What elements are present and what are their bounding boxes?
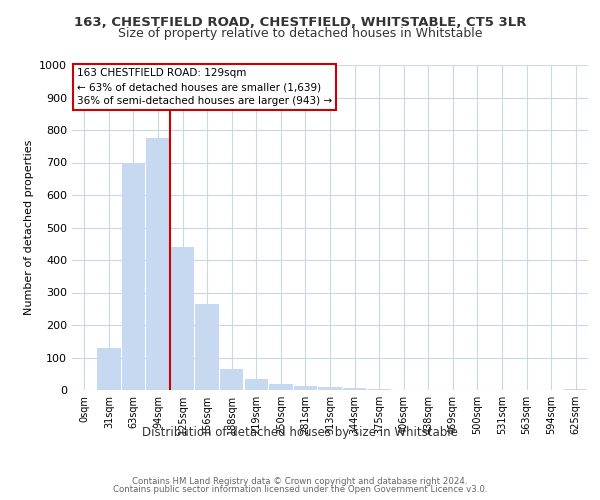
Text: Contains public sector information licensed under the Open Government Licence v3: Contains public sector information licen… [113, 485, 487, 494]
Text: Distribution of detached houses by size in Whitstable: Distribution of detached houses by size … [142, 426, 458, 439]
Bar [171, 247, 194, 390]
Bar [97, 348, 121, 390]
Bar [294, 386, 317, 390]
Bar [367, 389, 391, 390]
Bar [245, 378, 268, 390]
Bar [269, 384, 293, 390]
Text: Size of property relative to detached houses in Whitstable: Size of property relative to detached ho… [118, 28, 482, 40]
Bar [220, 369, 244, 390]
Bar [146, 138, 170, 390]
Text: Contains HM Land Registry data © Crown copyright and database right 2024.: Contains HM Land Registry data © Crown c… [132, 477, 468, 486]
Text: 163, CHESTFIELD ROAD, CHESTFIELD, WHITSTABLE, CT5 3LR: 163, CHESTFIELD ROAD, CHESTFIELD, WHITST… [74, 16, 526, 30]
Bar [343, 388, 366, 390]
Y-axis label: Number of detached properties: Number of detached properties [23, 140, 34, 315]
Bar [319, 388, 341, 390]
Text: 163 CHESTFIELD ROAD: 129sqm
← 63% of detached houses are smaller (1,639)
36% of : 163 CHESTFIELD ROAD: 129sqm ← 63% of det… [77, 68, 332, 106]
Bar [122, 164, 145, 390]
Bar [196, 304, 219, 390]
